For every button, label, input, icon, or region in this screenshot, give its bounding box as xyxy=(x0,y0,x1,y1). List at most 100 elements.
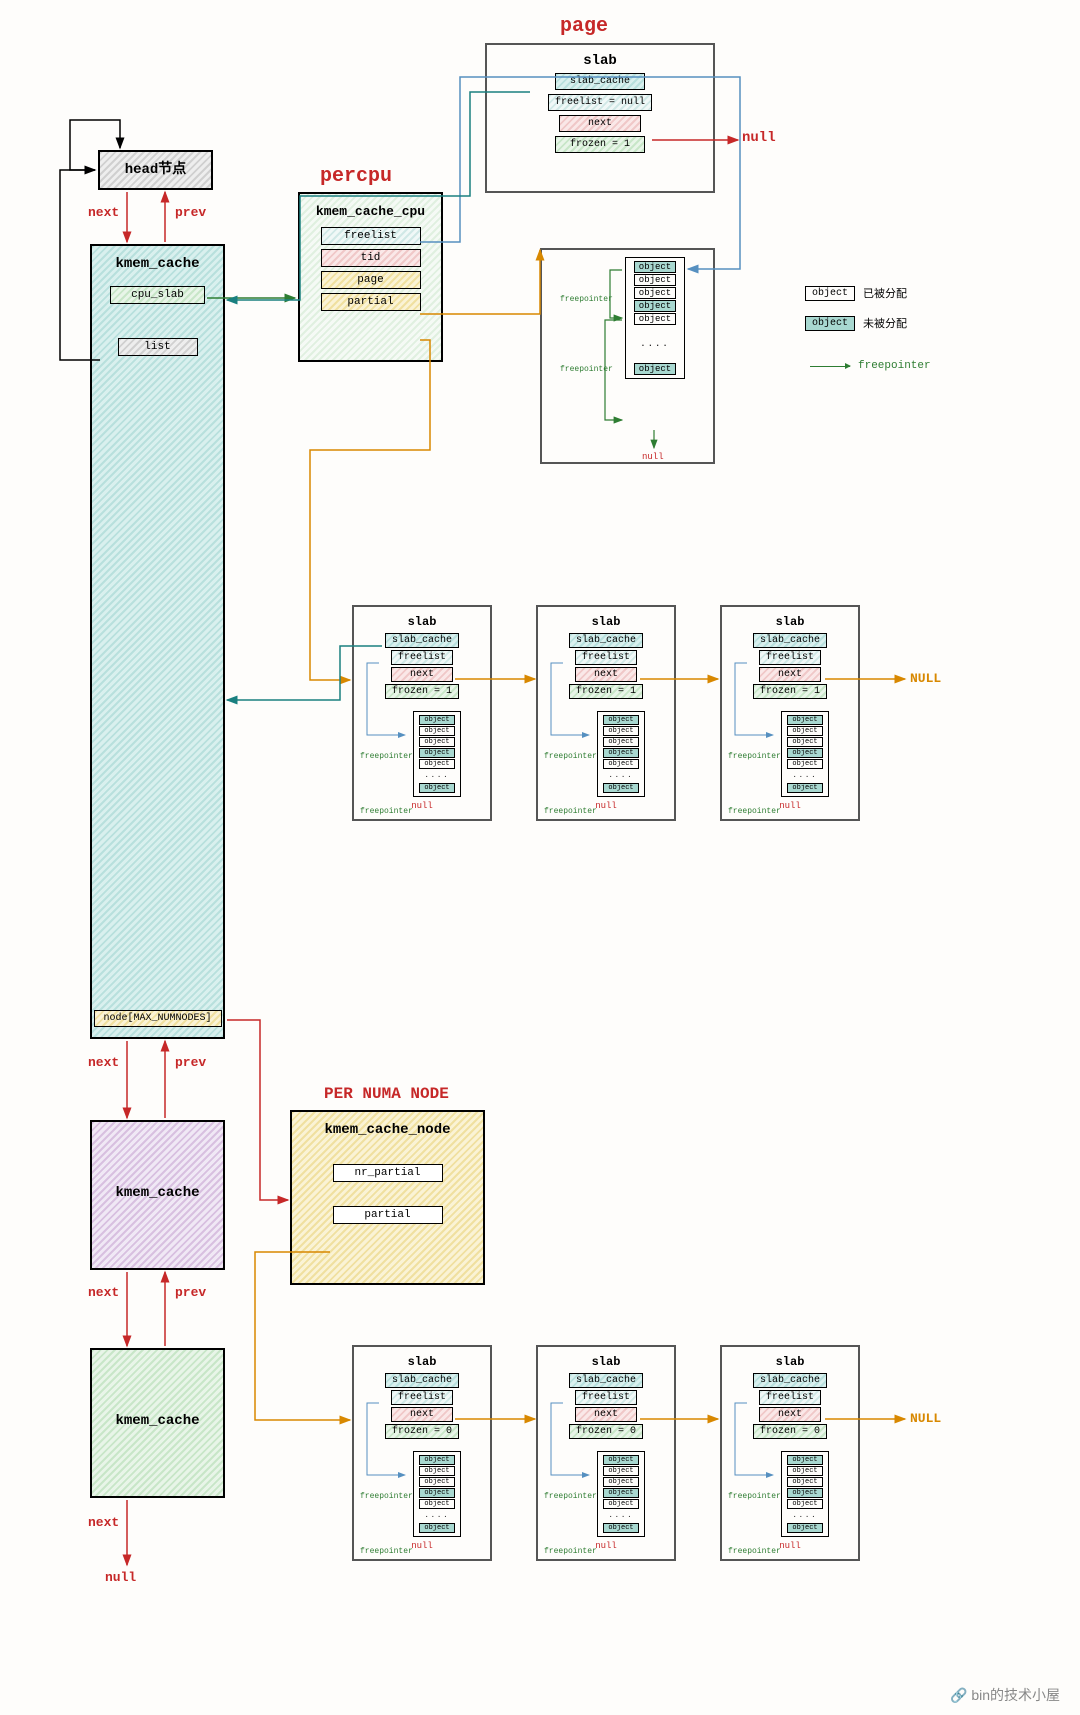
r1-3-fl: freelist xyxy=(759,650,821,665)
obj-stack-top-border xyxy=(540,248,715,464)
r2-2-fl: freelist xyxy=(575,1390,637,1405)
kmem-cache-green: kmem_cache xyxy=(90,1348,225,1498)
r2-1-fl: freelist xyxy=(391,1390,453,1405)
watermark: 🔗 bin的技术小屋 xyxy=(950,1685,1060,1705)
legend-arrow-icon xyxy=(810,366,850,367)
r2-1-nx: next xyxy=(391,1407,453,1422)
kmem-cache-node-box: kmem_cache_node nr_partial partial xyxy=(290,1110,485,1285)
next-label-1: next xyxy=(88,205,119,220)
slab-r1-2-title: slab xyxy=(592,615,621,629)
legend-allocated: object 已被分配 xyxy=(805,285,907,301)
null-label-row2: NULL xyxy=(910,1411,941,1426)
slab-r2-1-title: slab xyxy=(408,1355,437,1369)
r2-2-null: null xyxy=(595,1541,617,1551)
r12o6: object xyxy=(603,783,638,793)
r1-2-nx: next xyxy=(575,667,637,682)
r2-3-nx: next xyxy=(759,1407,821,1422)
freelist-field: freelist xyxy=(321,227,421,245)
r1-1-null: null xyxy=(411,801,433,811)
page-heading: page xyxy=(560,15,608,38)
r21o4: object xyxy=(419,1488,454,1498)
frozen-field-top: frozen = 1 xyxy=(555,136,645,153)
r1-1-sc: slab_cache xyxy=(385,633,459,648)
kmem-cache-box: kmem_cache cpu_slab list node[MAX_NUMNOD… xyxy=(90,244,225,1039)
null-label-row1: NULL xyxy=(910,671,941,686)
r13o5: object xyxy=(787,759,822,769)
legend-alloc-obj: object xyxy=(805,286,855,301)
r1-1-fl: freelist xyxy=(391,650,453,665)
r22o3: object xyxy=(603,1477,638,1487)
r1-2-sc: slab_cache xyxy=(569,633,643,648)
r23o3: object xyxy=(787,1477,822,1487)
r23od: .... xyxy=(793,1510,818,1522)
r2-3-fl: freelist xyxy=(759,1390,821,1405)
legend-unalloc-obj: object xyxy=(805,316,855,331)
kmem-cache-purple: kmem_cache xyxy=(90,1120,225,1270)
next-field-top: next xyxy=(559,115,641,132)
kmem-cache-purple-title: kmem_cache xyxy=(115,1185,199,1201)
r1-3-null: null xyxy=(779,801,801,811)
r2-1-fz: frozen = 0 xyxy=(385,1424,459,1439)
r13fp2: freepointer xyxy=(728,807,781,816)
legend-freepointer: freepointer xyxy=(810,360,931,372)
list-field: list xyxy=(118,338,198,356)
r21o2: object xyxy=(419,1466,454,1476)
r21fp1: freepointer xyxy=(360,1492,413,1501)
kmem-cache-cpu-title: kmem_cache_cpu xyxy=(316,204,425,219)
r21o6: object xyxy=(419,1523,454,1533)
r23o6: object xyxy=(787,1523,822,1533)
r22od: .... xyxy=(609,1510,634,1522)
legend-unalloc-text: 未被分配 xyxy=(863,315,907,331)
r22fp1: freepointer xyxy=(544,1492,597,1501)
r2-3-null: null xyxy=(779,1541,801,1551)
slab-r1-1-title: slab xyxy=(408,615,437,629)
r22o4: object xyxy=(603,1488,638,1498)
r11o6: object xyxy=(419,783,454,793)
head-node-title: head节点 xyxy=(125,158,187,178)
null-label-bottom: null xyxy=(105,1570,136,1585)
slab-row2-2: slab slab_cache freelist next frozen = 0… xyxy=(536,1345,676,1561)
r21od: .... xyxy=(425,1510,450,1522)
r13od: .... xyxy=(793,770,818,782)
r11o2: object xyxy=(419,726,454,736)
r11o1: object xyxy=(419,715,454,725)
r2-2-fz: frozen = 0 xyxy=(569,1424,643,1439)
r1-3-nx: next xyxy=(759,667,821,682)
kmem-cache-green-title: kmem_cache xyxy=(115,1413,199,1429)
r1-3-fz: frozen = 1 xyxy=(753,684,827,699)
kmem-cache-cpu-box: kmem_cache_cpu freelist tid page partial xyxy=(298,192,443,362)
r22fp2: freepointer xyxy=(544,1547,597,1556)
r2-1-null: null xyxy=(411,1541,433,1551)
r23o1: object xyxy=(787,1455,822,1465)
null-label-top: null xyxy=(742,130,776,146)
r12fp1: freepointer xyxy=(544,752,597,761)
next-label-4: next xyxy=(88,1515,119,1530)
r22o1: object xyxy=(603,1455,638,1465)
slab-cache-field-top: slab_cache xyxy=(555,73,645,90)
r12od: .... xyxy=(609,770,634,782)
cpu-slab-field: cpu_slab xyxy=(110,286,205,304)
legend-fp-text: freepointer xyxy=(858,360,931,372)
next-label-3: next xyxy=(88,1285,119,1300)
prev-label-3: prev xyxy=(175,1285,206,1300)
r2-3-sc: slab_cache xyxy=(753,1373,827,1388)
slab-r1-3-title: slab xyxy=(776,615,805,629)
r23o2: object xyxy=(787,1466,822,1476)
slab-row2-3: slab slab_cache freelist next frozen = 0… xyxy=(720,1345,860,1561)
slab-top-box: slab slab_cache freelist = null next fro… xyxy=(485,43,715,193)
r23o5: object xyxy=(787,1499,822,1509)
r2-2-sc: slab_cache xyxy=(569,1373,643,1388)
r21o5: object xyxy=(419,1499,454,1509)
r11o4: object xyxy=(419,748,454,758)
r13o1: object xyxy=(787,715,822,725)
legend-alloc-text: 已被分配 xyxy=(863,285,907,301)
r21o1: object xyxy=(419,1455,454,1465)
r11o5: object xyxy=(419,759,454,769)
legend-unallocated: object 未被分配 xyxy=(805,315,907,331)
page-field: page xyxy=(321,271,421,289)
r21o3: object xyxy=(419,1477,454,1487)
r1-2-null: null xyxy=(595,801,617,811)
r23fp2: freepointer xyxy=(728,1547,781,1556)
slab-row1-2: slab slab_cache freelist next frozen = 1… xyxy=(536,605,676,821)
slab-row1-3: slab slab_cache freelist next frozen = 1… xyxy=(720,605,860,821)
